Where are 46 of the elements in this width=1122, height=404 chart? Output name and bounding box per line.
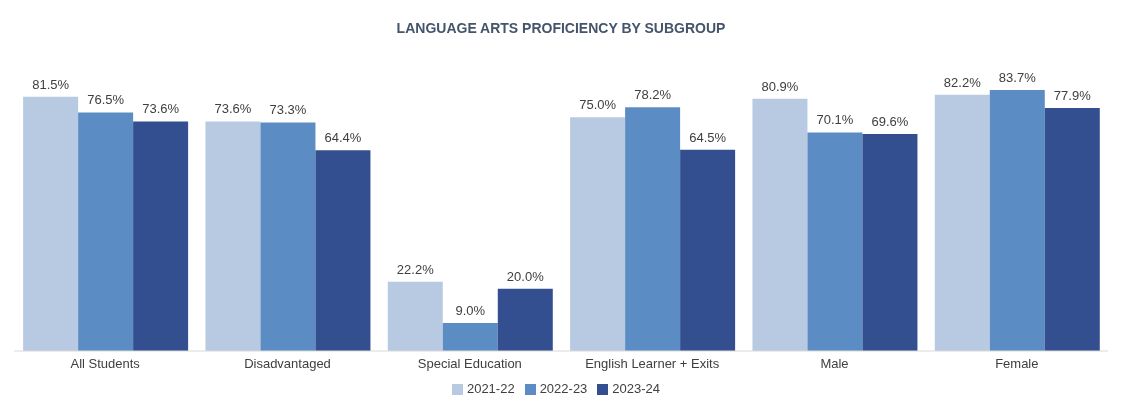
x-tick-label: Disadvantaged xyxy=(244,356,331,372)
data-label: 69.6% xyxy=(871,113,909,129)
data-label: 75.0% xyxy=(579,97,617,113)
bar xyxy=(497,288,553,351)
bar xyxy=(989,90,1045,351)
chart-title: LANGUAGE ARTS PROFICIENCY BY SUBGROUP xyxy=(395,19,727,38)
bar xyxy=(315,150,371,351)
bar xyxy=(78,112,134,351)
x-tick-label: All Students xyxy=(70,356,141,372)
data-label: 20.0% xyxy=(506,268,545,284)
legend-label: 2021-22 xyxy=(466,381,515,396)
data-label: 64.5% xyxy=(689,129,727,145)
data-label: 70.1% xyxy=(816,112,854,128)
data-label: 78.2% xyxy=(634,87,672,103)
data-label: 82.2% xyxy=(943,74,982,90)
data-label: 77.9% xyxy=(1053,88,1092,104)
legend-label: 2022-23 xyxy=(539,381,588,396)
bar xyxy=(862,133,918,351)
bar xyxy=(260,122,316,351)
x-tick-label: Female xyxy=(995,356,1039,372)
bar xyxy=(23,96,79,351)
data-label: 64.4% xyxy=(324,130,362,146)
bar xyxy=(387,281,443,351)
bar xyxy=(1044,108,1100,351)
bar xyxy=(205,121,261,351)
bar xyxy=(442,322,498,351)
data-label: 73.6% xyxy=(142,101,180,117)
bar xyxy=(680,149,736,351)
bar xyxy=(133,121,189,351)
data-label: 83.7% xyxy=(998,70,1037,85)
x-tick-label: Special Education xyxy=(417,356,522,372)
data-label: 9.0% xyxy=(455,302,486,318)
data-label: 80.9% xyxy=(761,78,799,94)
legend-label: 2023-24 xyxy=(612,381,661,396)
data-label: 73.6% xyxy=(214,101,252,117)
data-label: 73.3% xyxy=(269,102,307,118)
bar xyxy=(625,107,681,351)
bar xyxy=(807,132,863,351)
data-label: 76.5% xyxy=(87,92,125,108)
bar xyxy=(752,98,808,351)
data-label: 22.2% xyxy=(396,261,435,277)
x-tick-label: Male xyxy=(820,356,849,372)
bar xyxy=(570,117,626,351)
x-tick-label: English Learner + Exits xyxy=(585,356,720,372)
data-label: 81.5% xyxy=(32,76,70,92)
bar xyxy=(934,94,990,351)
